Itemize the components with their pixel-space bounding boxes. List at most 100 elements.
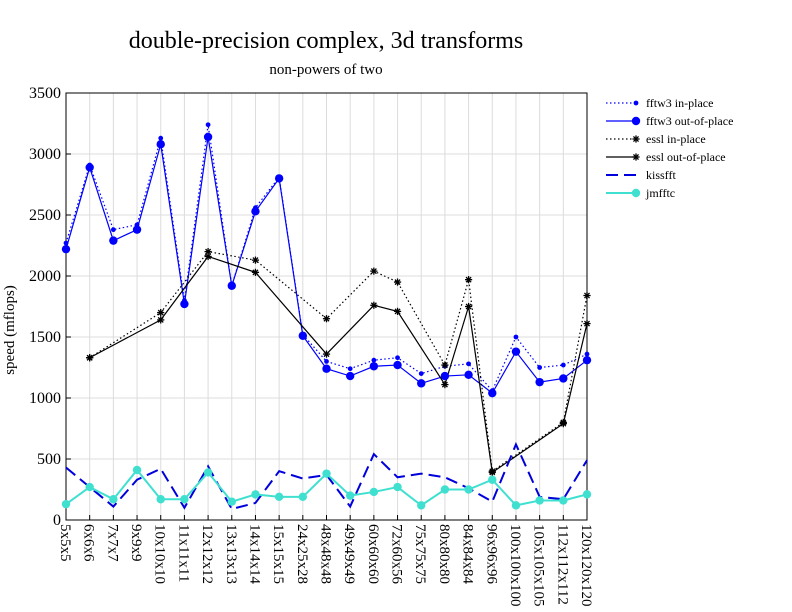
x-tick-label: 72x60x56 <box>389 524 405 585</box>
data-point <box>440 485 450 494</box>
data-point <box>466 361 471 367</box>
data-point <box>298 492 308 502</box>
data-point <box>109 495 118 504</box>
data-point <box>535 377 544 387</box>
data-point <box>632 135 640 143</box>
x-tick-label: 100x100x100 <box>507 524 523 607</box>
legend-label: fftw3 out-of-place <box>646 114 733 128</box>
x-tick-label: 105x105x105 <box>531 524 547 607</box>
chart-subtitle: non-powers of two <box>269 62 383 78</box>
data-point <box>85 163 94 172</box>
data-point <box>324 359 329 364</box>
data-point <box>583 319 591 328</box>
x-tick-label: 24x25x28 <box>294 524 310 584</box>
data-point <box>632 153 640 161</box>
data-point <box>157 316 165 324</box>
data-point <box>61 244 71 254</box>
legend: fftw3 in-place fftw3 out-of-place essl in-… <box>606 96 733 200</box>
data-point <box>345 371 355 381</box>
data-point <box>488 468 496 477</box>
x-tick-label: 10x10x10 <box>152 524 168 584</box>
data-point <box>298 331 308 340</box>
y-tick-label: 1500 <box>29 329 61 346</box>
data-point <box>464 276 473 284</box>
data-point <box>369 362 379 371</box>
y-tick-label: 2000 <box>29 268 61 285</box>
data-point <box>63 240 69 246</box>
data-point <box>132 465 142 475</box>
data-point <box>274 174 284 183</box>
data-point <box>203 468 213 477</box>
data-point <box>511 347 521 356</box>
x-tick-label: 11x11x11 <box>175 524 191 582</box>
data-point <box>85 482 94 492</box>
data-point <box>156 495 165 504</box>
data-point <box>631 188 641 198</box>
y-tick-label: 500 <box>37 451 61 468</box>
x-tick-label: 7x7x7 <box>104 524 120 562</box>
data-point <box>251 256 260 264</box>
x-tick-label: 49x49x49 <box>341 524 357 584</box>
data-point <box>251 268 260 276</box>
data-point <box>157 309 165 317</box>
data-point <box>227 281 236 290</box>
data-point <box>488 388 497 398</box>
data-point <box>464 370 473 380</box>
x-tick-label: 60x60x60 <box>365 524 381 584</box>
data-point <box>393 482 402 492</box>
legend-label: essl out-of-place <box>646 150 726 164</box>
data-point <box>582 490 592 499</box>
y-tick-label: 1000 <box>29 390 61 407</box>
data-point <box>393 360 402 370</box>
data-point <box>535 496 544 505</box>
data-point <box>464 302 473 311</box>
data-point <box>418 371 424 376</box>
series-line-2 <box>89 250 588 473</box>
data-point <box>345 491 355 500</box>
x-tick-label: 14x14x14 <box>246 524 262 585</box>
x-tick-label: 9x9x9 <box>128 524 144 562</box>
data-point <box>371 357 377 363</box>
data-point <box>110 227 116 233</box>
data-point <box>322 364 331 373</box>
x-tick-label: 120x120x120 <box>578 524 594 607</box>
x-tick-label: 84x84x84 <box>460 524 476 585</box>
x-tick-label: 12x12x12 <box>199 524 215 584</box>
data-point <box>631 116 641 126</box>
chart-title: double-precision complex, 3d transforms <box>128 28 524 54</box>
data-point <box>583 291 591 300</box>
data-point <box>204 252 212 261</box>
series-line-3 <box>89 255 588 474</box>
y-tick-label: 3500 <box>29 85 61 102</box>
data-point <box>417 379 426 388</box>
data-point <box>347 366 353 372</box>
data-point <box>441 380 449 389</box>
x-tick-label: 80x80x80 <box>436 524 452 584</box>
data-point <box>417 501 426 510</box>
y-axis: 0 500 1000 1500 2000 2500 3000 3500 <box>29 85 71 529</box>
y-tick-label: 3000 <box>29 146 61 163</box>
data-point <box>511 501 521 510</box>
data-point <box>488 475 497 484</box>
data-point <box>251 207 260 216</box>
data-point <box>582 355 592 365</box>
data-point <box>395 355 400 361</box>
data-point <box>109 236 118 245</box>
x-tick-label: 6x6x6 <box>81 524 97 562</box>
x-tick-label: 5x5x5 <box>57 524 73 562</box>
legend-label: essl in-place <box>646 132 706 146</box>
data-point <box>180 495 189 504</box>
data-point <box>584 351 590 357</box>
data-point <box>537 365 543 370</box>
y-tick-label: 2500 <box>29 207 61 224</box>
x-tick-label: 75x75x75 <box>412 524 428 584</box>
data-point <box>180 299 189 309</box>
data-point <box>369 487 379 497</box>
data-point <box>441 361 449 369</box>
data-point <box>559 496 568 505</box>
data-point <box>560 362 566 368</box>
data-point <box>205 122 211 128</box>
data-point <box>393 307 402 315</box>
x-tick-label: 15x15x15 <box>270 524 286 584</box>
